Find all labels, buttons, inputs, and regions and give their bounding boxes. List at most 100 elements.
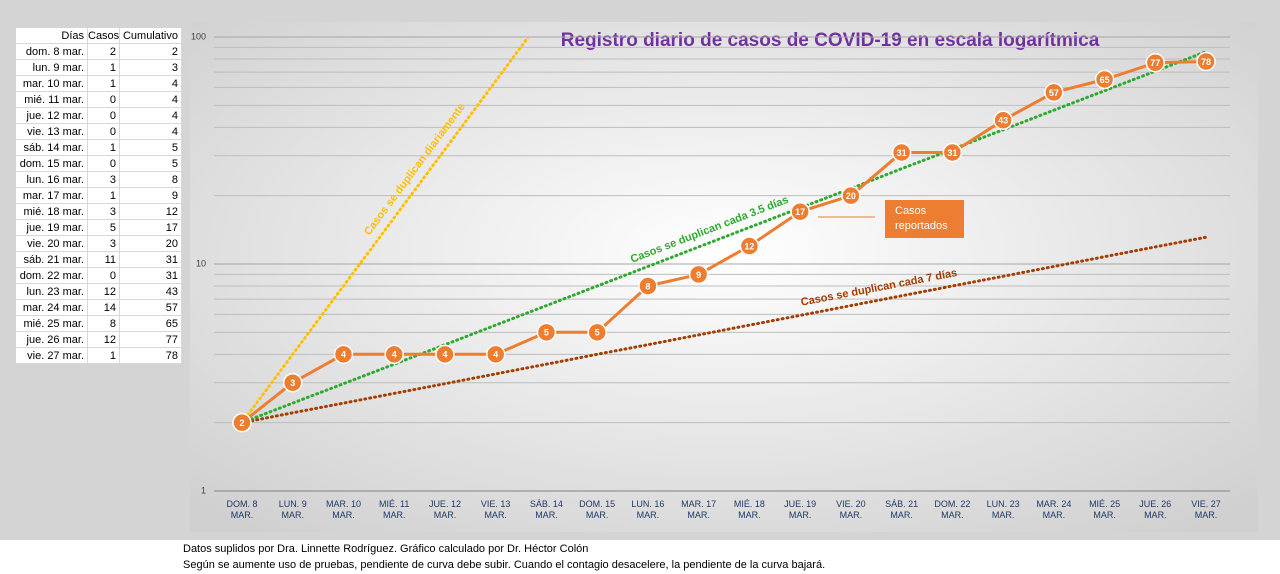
- data-point: [1094, 69, 1115, 90]
- data-point: [739, 236, 760, 256]
- data-point: [942, 142, 963, 163]
- data-point: [333, 344, 354, 365]
- x-tick-label: MAR. 17 MAR.: [681, 499, 717, 520]
- data-point: [384, 344, 404, 365]
- table-cell: jue. 19 mar.: [16, 220, 88, 236]
- table-row: mié. 18 mar. 3 12: [16, 204, 182, 220]
- x-tick-label: MIÉ. 25 MAR.: [1089, 499, 1121, 520]
- table-cell: vie. 20 mar.: [16, 236, 88, 252]
- table-row: dom. 22 mar. 0 31: [16, 268, 182, 284]
- y-tick-label: 100: [191, 31, 206, 41]
- reference-line: [240, 50, 1208, 425]
- table-cell: 78: [120, 348, 182, 364]
- x-tick-label: VIE. 20 MAR.: [836, 499, 866, 520]
- x-tick-label: JUE. 26 MAR.: [1139, 499, 1172, 520]
- table-row: jue. 26 mar. 12 77: [16, 332, 182, 348]
- data-point: [1196, 51, 1216, 72]
- x-tick-label: MIÉ. 18 MAR.: [733, 499, 765, 520]
- table-cell: dom. 22 mar.: [16, 268, 88, 284]
- y-tick-label: 1: [201, 485, 206, 495]
- table-cell: sáb. 14 mar.: [16, 140, 88, 156]
- header-cell: Cumulativo: [120, 28, 182, 44]
- table-cell: 5: [120, 140, 182, 156]
- table-cell: 4: [120, 92, 182, 108]
- table-cell: 12: [88, 284, 120, 300]
- legend-fo: Casos reportados: [895, 205, 948, 232]
- x-tick-label: LUN. 16 MAR.: [631, 499, 665, 520]
- data-label: 4: [341, 350, 346, 360]
- y-tick-label: 10: [196, 258, 206, 268]
- chart-title: Registro diario de casos de COVID-19 en …: [561, 30, 1100, 51]
- data-label: 9: [696, 270, 701, 280]
- data-point: [891, 142, 912, 163]
- table-cell: mié. 25 mar.: [16, 316, 88, 332]
- table-row: sáb. 14 mar. 1 5: [16, 140, 182, 156]
- table-row: mié. 25 mar. 8 65: [16, 316, 182, 332]
- table-row: jue. 19 mar. 5 17: [16, 220, 182, 236]
- data-point: [536, 322, 557, 343]
- table-cell: 31: [120, 268, 182, 284]
- header-cell: Días: [16, 28, 88, 44]
- table-cell: 1: [88, 60, 120, 76]
- table-cell: 11: [88, 252, 120, 268]
- legend-box: [885, 200, 964, 238]
- data-point: [435, 344, 455, 365]
- table-row: dom. 15 mar. 0 5: [16, 156, 182, 172]
- table-cell: dom. 15 mar.: [16, 156, 88, 172]
- data-point: [638, 276, 658, 296]
- table-cell: 31: [120, 252, 182, 268]
- chart: Registro diario de casos de COVID-19 en …: [190, 22, 1258, 532]
- data-label: 20: [846, 191, 856, 201]
- data-label: 17: [795, 207, 805, 217]
- data-point: [993, 110, 1013, 130]
- table-cell: 14: [88, 300, 120, 316]
- x-tick-label: JUE. 12 MAR.: [428, 499, 461, 520]
- x-tick-label: VIE. 13 MAR.: [480, 499, 511, 520]
- data-label: 78: [1201, 57, 1211, 67]
- footer-line: Según se aumente uso de pruebas, pendien…: [183, 559, 826, 571]
- data-label: 5: [595, 328, 600, 338]
- data-point: [282, 372, 303, 393]
- table-cell: 0: [88, 92, 120, 108]
- data-label: 4: [392, 350, 397, 360]
- data-point: [1145, 53, 1166, 73]
- table-cell: jue. 26 mar.: [16, 332, 88, 348]
- footer: Datos suplidos por Dra. Linnette Rodrígu…: [0, 540, 1280, 574]
- data-label: 5: [544, 328, 549, 338]
- data-point: [232, 412, 252, 433]
- x-tick-label: DOM. 8 MAR.: [226, 499, 258, 520]
- table-cell: mié. 11 mar.: [16, 92, 88, 108]
- table-header: Días Casos Cumulativo: [16, 28, 182, 44]
- data-label: 31: [947, 148, 957, 158]
- table-cell: 8: [120, 172, 182, 188]
- table-cell: sáb. 21 mar.: [16, 252, 88, 268]
- x-tick-label: MAR. 10 MAR.: [325, 499, 361, 520]
- table-row: lun. 9 mar. 1 3: [16, 60, 182, 76]
- data-label: 77: [1150, 58, 1160, 68]
- table-cell: 3: [120, 60, 182, 76]
- data-label: 4: [493, 350, 498, 360]
- data-label: 2: [239, 418, 244, 428]
- data-point: [1044, 82, 1064, 103]
- x-tick-label: SÁB. 21 MAR.: [885, 499, 919, 520]
- table-cell: mar. 17 mar.: [16, 188, 88, 204]
- data-point: [587, 322, 607, 343]
- table-cell: mar. 10 mar.: [16, 76, 88, 92]
- table-cell: 2: [120, 44, 182, 60]
- table-cell: mar. 24 mar.: [16, 300, 88, 316]
- table-row: vie. 27 mar. 1 78: [16, 348, 182, 364]
- data-label: 12: [744, 241, 754, 251]
- table-row: mar. 24 mar. 14 57: [16, 300, 182, 316]
- table-row: vie. 20 mar. 3 20: [16, 236, 182, 252]
- table-cell: 12: [120, 204, 182, 220]
- reference-line: [240, 235, 1208, 425]
- table-cell: 5: [88, 220, 120, 236]
- table-cell: 65: [120, 316, 182, 332]
- data-label: 31: [897, 148, 907, 158]
- table-cell: 3: [88, 172, 120, 188]
- table-row: lun. 16 mar. 3 8: [16, 172, 182, 188]
- footer-line: Datos suplidos por Dra. Linnette Rodrígu…: [183, 543, 589, 555]
- table-cell: 0: [88, 268, 120, 284]
- table-cell: 4: [120, 76, 182, 92]
